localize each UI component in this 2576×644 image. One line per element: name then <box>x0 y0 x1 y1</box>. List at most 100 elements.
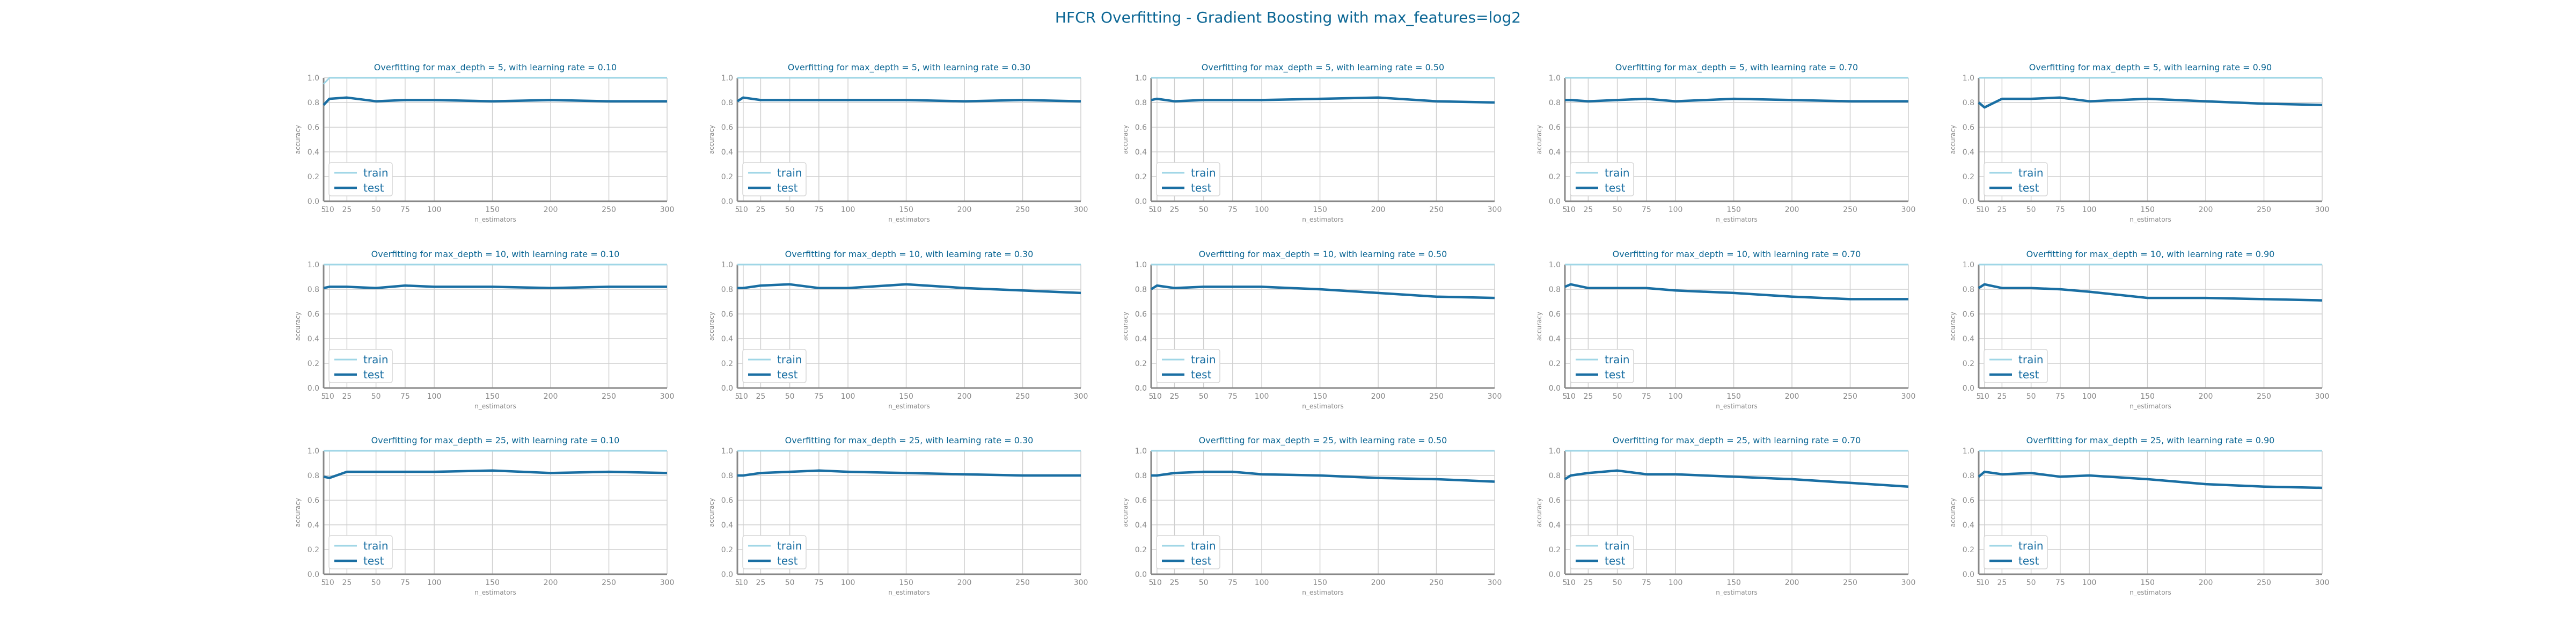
x-tick-label: 300 <box>660 579 675 587</box>
page-title: HFCR Overfitting - Gradient Boosting wit… <box>1055 9 1521 26</box>
y-tick-label: 0.8 <box>1963 286 1974 294</box>
y-tick-label: 0.4 <box>308 148 319 157</box>
y-tick-label: 0.4 <box>1135 521 1147 530</box>
x-tick-label: 100 <box>1255 206 1269 214</box>
legend-label-test: test <box>1191 368 1212 381</box>
y-tick-label: 0.8 <box>1963 99 1974 107</box>
y-tick-label: 0.8 <box>1963 472 1974 480</box>
x-tick-label: 10 <box>1152 579 1162 587</box>
x-tick-label: 5 <box>1149 392 1154 401</box>
x-tick-label: 50 <box>371 392 381 401</box>
legend: train test <box>1984 162 2048 196</box>
x-tick-label: 25 <box>1997 392 2007 401</box>
legend-label-train: train <box>1191 539 1216 552</box>
y-tick-label: 0.0 <box>308 197 319 206</box>
x-tick-label: 200 <box>544 579 558 587</box>
legend-label-train: train <box>2018 539 2044 552</box>
x-tick-label: 200 <box>1371 206 1386 214</box>
subplot-title: Overfitting for max_depth = 25, with lea… <box>1613 435 1861 446</box>
legend: train test <box>1570 535 1634 569</box>
x-tick-label: 100 <box>2082 392 2097 401</box>
y-tick-label: 0.4 <box>721 335 733 343</box>
series-line-test <box>1151 470 1495 483</box>
x-tick-label: 150 <box>1726 579 1741 587</box>
x-tick-label: 150 <box>1313 392 1327 401</box>
y-tick-label: 1.0 <box>721 74 733 83</box>
x-tick-label: 300 <box>1901 206 1916 214</box>
x-tick-label: 5 <box>735 579 740 587</box>
legend-label-test: test <box>1191 554 1212 567</box>
y-tick-label: 0.6 <box>721 123 733 132</box>
x-tick-label: 250 <box>1429 206 1444 214</box>
x-tick-label: 150 <box>2140 206 2155 214</box>
y-tick-label: 0.6 <box>1135 123 1147 132</box>
subplot-title: Overfitting for max_depth = 25, with lea… <box>2026 435 2275 446</box>
legend-label-train: train <box>2018 353 2044 366</box>
x-tick-label: 300 <box>1901 579 1916 587</box>
y-axis-label: accuracy <box>294 125 302 154</box>
y-tick-label: 0.8 <box>1135 472 1147 480</box>
subplot-11: Overfitting for max_depth = 25, with lea… <box>294 435 674 596</box>
x-tick-label: 75 <box>2055 206 2065 214</box>
y-tick-label: 0.2 <box>1135 360 1147 368</box>
y-axis-label: accuracy <box>1535 125 1543 154</box>
x-tick-label: 50 <box>1613 579 1622 587</box>
x-axis-label: n_estimators <box>1302 402 1344 410</box>
x-tick-label: 5 <box>735 206 740 214</box>
legend-label-train: train <box>363 353 389 366</box>
y-tick-label: 0.2 <box>1963 360 1974 368</box>
legend: train test <box>1156 162 1220 196</box>
x-tick-label: 5 <box>1149 579 1154 587</box>
legend: train test <box>1156 349 1220 383</box>
x-tick-label: 25 <box>1583 392 1593 401</box>
series-line-test <box>1151 96 1495 104</box>
x-tick-label: 200 <box>1785 206 1799 214</box>
x-tick-label: 5 <box>1977 579 1981 587</box>
x-tick-label: 150 <box>1726 206 1741 214</box>
x-tick-label: 100 <box>2082 206 2097 214</box>
x-tick-label: 50 <box>1199 392 1209 401</box>
x-tick-label: 200 <box>2199 206 2213 214</box>
series-line-train <box>323 77 667 85</box>
y-tick-label: 0.6 <box>1963 310 1974 319</box>
legend-label-test: test <box>777 554 798 567</box>
series-line-test <box>1978 470 2323 489</box>
x-tick-label: 25 <box>1997 206 2007 214</box>
y-tick-label: 0.4 <box>1963 148 1974 157</box>
subplot-8: Overfitting for max_depth = 10, with lea… <box>1122 249 1502 410</box>
x-tick-label: 250 <box>1015 392 1030 401</box>
y-axis-label: accuracy <box>1535 312 1543 341</box>
y-tick-label: 0.8 <box>308 472 319 480</box>
y-tick-label: 0.0 <box>721 197 733 206</box>
y-tick-label: 0.0 <box>308 384 319 393</box>
x-tick-label: 250 <box>1843 392 1857 401</box>
subplot-15: Overfitting for max_depth = 25, with lea… <box>1949 435 2329 596</box>
y-axis-label: accuracy <box>1949 125 1957 154</box>
subplot-title: Overfitting for max_depth = 5, with lear… <box>374 62 617 73</box>
subplot-title: Overfitting for max_depth = 5, with lear… <box>2029 62 2272 73</box>
x-tick-label: 10 <box>1980 579 1989 587</box>
y-tick-label: 0.6 <box>1549 123 1561 132</box>
x-tick-label: 25 <box>756 392 765 401</box>
x-tick-label: 100 <box>841 579 855 587</box>
x-tick-label: 300 <box>1901 392 1916 401</box>
subplot-title: Overfitting for max_depth = 5, with lear… <box>1202 62 1444 73</box>
legend-label-train: train <box>1191 166 1216 179</box>
x-tick-label: 75 <box>1228 392 1238 401</box>
x-tick-label: 25 <box>1583 579 1593 587</box>
x-tick-label: 50 <box>785 579 795 587</box>
x-tick-label: 100 <box>1668 392 1683 401</box>
x-tick-label: 300 <box>660 206 675 214</box>
x-tick-label: 200 <box>544 206 558 214</box>
series-line-test <box>1978 283 2323 302</box>
legend: train test <box>1570 349 1634 383</box>
x-tick-label: 200 <box>957 579 972 587</box>
y-tick-label: 0.2 <box>1549 546 1561 554</box>
x-tick-label: 300 <box>1074 392 1088 401</box>
legend-label-test: test <box>777 368 798 381</box>
y-tick-label: 0.4 <box>1549 521 1561 530</box>
y-tick-label: 0.4 <box>308 521 319 530</box>
y-tick-label: 0.6 <box>721 496 733 505</box>
x-tick-label: 150 <box>1313 206 1327 214</box>
x-tick-label: 50 <box>2026 579 2036 587</box>
